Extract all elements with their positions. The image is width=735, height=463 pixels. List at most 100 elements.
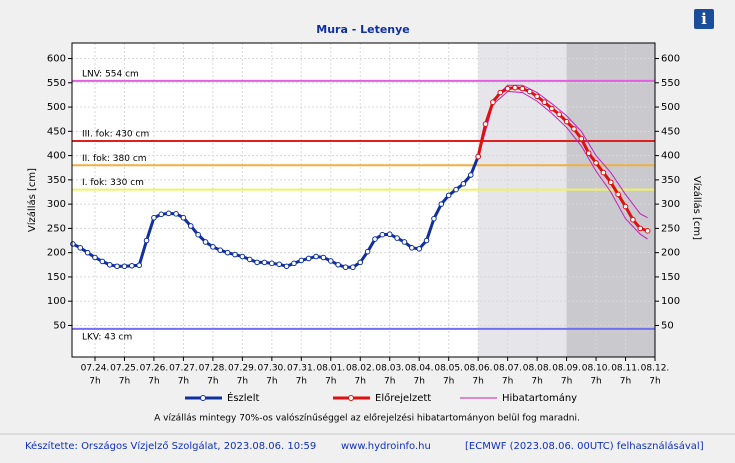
data-point	[217, 247, 224, 254]
data-point	[416, 245, 423, 252]
x-tick-time: 7h	[207, 377, 218, 387]
y2-tick-label: 300	[661, 199, 680, 210]
data-point	[394, 235, 400, 241]
y2-tick-label: 400	[661, 151, 680, 162]
x-tick-label: 08.08.	[523, 364, 552, 374]
data-point	[607, 179, 614, 186]
y2-tick-label: 150	[661, 272, 680, 283]
data-point	[504, 85, 511, 92]
data-point	[497, 89, 504, 96]
data-point	[246, 256, 253, 263]
data-point	[644, 228, 651, 234]
data-point	[519, 85, 526, 92]
legend-label: Előrejelzett	[375, 392, 431, 404]
x-tick-label: 08.05.	[434, 364, 463, 374]
legend-label: Észlelt	[227, 391, 259, 404]
x-tick-label: 08.03.	[375, 364, 404, 374]
data-point	[114, 263, 120, 270]
y2-axis-label: Vízállás [cm]	[691, 176, 703, 240]
data-point	[92, 254, 98, 261]
x-tick-time: 7h	[355, 377, 366, 387]
x-tick-time: 7h	[325, 377, 336, 387]
data-point	[210, 244, 216, 250]
y2-tick-label: 450	[661, 126, 680, 137]
x-tick-time: 7h	[296, 377, 307, 387]
x-tick-label: 08.02.	[346, 364, 375, 374]
forecast-shading	[478, 43, 567, 357]
x-tick-label: 07.28.	[199, 364, 228, 374]
legend-marker	[348, 395, 354, 401]
x-tick-label: 07.27.	[169, 364, 198, 374]
footer-center: www.hydroinfo.hu	[341, 441, 431, 452]
x-tick-label: 08.07.	[493, 364, 522, 374]
x-tick-time: 7h	[590, 377, 601, 387]
y-tick-label: 200	[47, 248, 66, 259]
x-tick-time: 7h	[531, 377, 542, 387]
data-point	[136, 262, 143, 269]
threshold-label: LNV: 554 cm	[82, 69, 139, 79]
data-point	[556, 111, 563, 118]
data-point	[129, 262, 135, 269]
data-point	[571, 126, 577, 132]
data-point	[195, 231, 201, 238]
data-point	[364, 248, 371, 255]
x-tick-time: 7h	[502, 377, 513, 387]
data-point	[460, 180, 467, 187]
data-point	[585, 150, 592, 156]
x-tick-time: 7h	[649, 377, 660, 387]
data-point	[526, 88, 533, 95]
threshold-label: I. fok: 330 cm	[82, 178, 144, 188]
threshold-label: III. fok: 430 cm	[82, 130, 149, 140]
data-point	[298, 257, 305, 264]
data-point	[431, 215, 437, 222]
footer-left: Készítette: Országos Vízjelző Szolgálat,…	[25, 440, 316, 452]
data-point	[84, 249, 91, 256]
y-tick-label: 150	[47, 272, 66, 283]
y2-tick-label: 250	[661, 223, 680, 234]
x-tick-label: 08.04.	[405, 364, 434, 374]
y-tick-label: 300	[47, 199, 66, 210]
data-point	[202, 239, 209, 245]
y-tick-label: 100	[47, 296, 66, 307]
data-point	[386, 231, 393, 238]
plot-layer: LNV: 554 cm III. fok: 430 cm II. fok: 380 …	[68, 43, 659, 361]
data-point	[313, 253, 319, 260]
x-tick-time: 7h	[561, 377, 572, 387]
legend-marker	[200, 395, 206, 401]
data-point	[438, 201, 445, 207]
data-point	[187, 223, 194, 229]
x-tick-label: 08.01.	[316, 364, 345, 374]
data-point	[305, 255, 312, 262]
data-point	[482, 121, 489, 127]
data-point	[173, 211, 179, 217]
x-tick-label: 08.06.	[464, 364, 493, 374]
data-point	[622, 203, 629, 210]
y-axis-label: Vízállás [cm]	[26, 168, 38, 232]
info-icon[interactable]: i	[701, 10, 707, 28]
info-button[interactable]	[694, 9, 714, 29]
legend-label: Hibatartomány	[502, 392, 577, 404]
y2-tick-label: 100	[661, 296, 680, 307]
error-band-lower	[477, 91, 648, 240]
data-point	[512, 84, 518, 91]
data-point	[467, 172, 474, 178]
data-point	[261, 259, 268, 266]
x-tick-time: 7h	[472, 377, 483, 387]
x-tick-label: 08.09.	[552, 364, 581, 374]
data-point	[409, 245, 415, 251]
y-tick-label: 450	[47, 126, 66, 137]
data-point	[453, 186, 459, 193]
data-point	[637, 225, 644, 232]
x-tick-time: 7h	[413, 377, 424, 387]
data-point	[254, 259, 260, 266]
data-point	[77, 245, 84, 251]
x-tick-label: 07.25.	[110, 364, 139, 374]
chart-title: Mura - Letenye	[316, 23, 410, 36]
y-tick-label: 250	[47, 223, 66, 234]
x-tick-label: 07.30.	[258, 364, 287, 374]
data-point	[401, 239, 408, 245]
data-point	[578, 135, 585, 142]
y2-tick-label: 50	[661, 320, 674, 331]
data-point	[379, 231, 386, 238]
